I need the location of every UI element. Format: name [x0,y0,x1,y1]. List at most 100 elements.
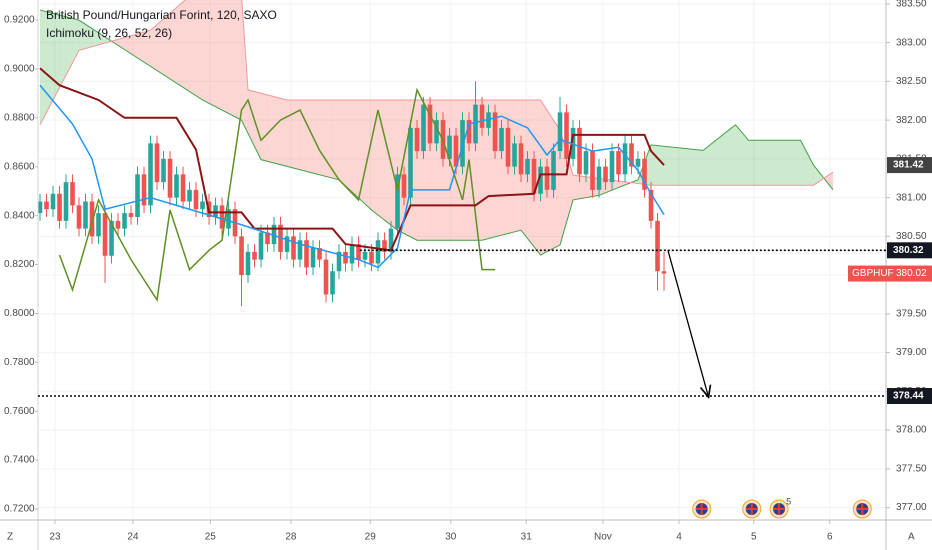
cloud-fill [748,140,752,186]
event-icon[interactable] [692,499,712,519]
cloud-fill [134,33,138,58]
cloud-fill [560,130,564,245]
candle-body [174,174,179,198]
candle-body [492,112,498,152]
cloud-fill [306,99,310,173]
cloud-fill [199,0,203,100]
footer-right[interactable]: A [908,532,915,543]
candle-body [252,251,257,260]
cloud-fill [264,94,268,162]
cloud-fill [742,132,746,186]
candle-body [564,112,569,159]
cloud-fill [482,99,486,241]
candle-body [544,166,550,190]
y2-tick-label: 0.8600 [4,161,35,172]
cloud-fill [222,0,226,112]
x-tick-label: Nov [594,532,612,543]
candle-body [583,151,589,175]
span_b-line [39,0,834,186]
y2-tick-label: 0.7800 [4,357,35,368]
cloud-fill [764,140,769,186]
cloud-fill [69,17,73,69]
cloud-fill [745,136,749,186]
candle-body [349,244,355,264]
candle-body [661,271,667,274]
candle-body [323,259,329,295]
cloud-fill [332,99,336,179]
candle-body [148,143,153,206]
cloud-fill [329,99,333,179]
candle-body [102,213,108,256]
candle-body [343,251,348,264]
cloud-fill [95,30,99,46]
cloud-fill [374,99,379,216]
cloud-fill [326,99,330,178]
cloud-fill [196,0,200,98]
cloud-fill [576,175,580,200]
candle-body [83,201,88,229]
y2-tick-label: 0.9000 [4,64,35,75]
cloud-fill [485,99,489,240]
candle-body [161,158,166,183]
cloud-fill [381,99,385,221]
candle-body [219,205,225,229]
candle-body [375,240,381,264]
cloud-fill [755,140,759,186]
cloud-fill [829,172,834,190]
cloud-fill [98,32,102,45]
cloud-fill [378,99,382,218]
cloud-fill [348,99,353,192]
candle-body [629,143,634,167]
cloud-fill [283,99,288,167]
event-icon[interactable] [742,499,762,519]
y2-tick-label: 0.8200 [4,259,35,270]
cloud-fill [212,0,216,107]
x-tick-label: 29 [365,532,377,543]
cloud-fill [703,147,707,186]
cloud-fill [215,0,219,109]
cloud-fill [72,18,76,63]
cloud-fill [693,149,697,186]
candle-body [414,127,420,152]
candle-body [538,166,543,194]
cloud-fill [446,99,450,241]
level-label: 380.32 [893,245,924,256]
candle-body [382,240,387,252]
y2-tick-label: 0.8400 [4,210,35,221]
cloud-fill [732,124,736,186]
y2-tick-label: 0.8000 [4,308,35,319]
cloud-fill [787,140,791,186]
cloud-fill [605,179,609,193]
candle-body [369,251,374,264]
cloud-fill [287,99,291,168]
cloud-fill [784,140,788,186]
candle-body [297,240,303,260]
candle-body [434,120,439,144]
level-label: 378.44 [893,391,924,402]
cloud-fill [277,97,281,165]
candle-body [245,251,251,276]
x-tick-label: 23 [49,532,61,543]
candle-body [128,213,134,217]
cloud-fill [803,146,808,186]
chart-title: British Pound/Hungarian Forint, 120, SAX… [46,8,277,22]
x-tick-label: 6 [827,532,833,543]
indicator-label: Ichimoku (9, 26, 52, 26) [46,26,172,40]
cloud-fill [261,93,265,161]
candle-body [518,143,524,175]
footer-left[interactable]: Z [7,532,13,543]
candle-body [557,112,563,152]
candle-body [616,151,621,175]
y-tick-label: 379.00 [896,347,927,358]
cloud-fill [342,99,346,186]
cloud-fill [660,145,665,186]
event-icon[interactable]: 5 [769,496,791,519]
axes: 383.50383.00382.50382.00381.50381.00380.… [4,0,927,543]
tenkan-line [39,84,665,269]
cloud-fill [615,180,619,189]
cloud-fill [105,36,109,44]
candle-body [427,104,433,144]
event-icon[interactable] [852,499,872,519]
cloud-fill [654,145,658,186]
